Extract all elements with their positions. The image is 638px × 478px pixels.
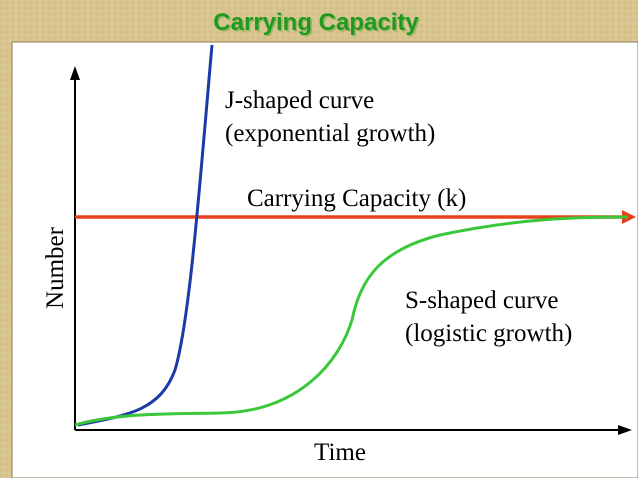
j-curve-desc: (exponential growth): [225, 120, 435, 147]
s-curve-desc: (logistic growth): [405, 320, 572, 347]
s-curve: [74, 215, 629, 427]
j-curve: [77, 44, 214, 427]
title-shadow: Carrying Capacity: [215, 11, 421, 38]
x-axis-label: Time: [314, 439, 366, 466]
title: Carrying Capacity: [213, 9, 419, 36]
j-curve-label: J-shaped curve: [225, 87, 374, 114]
y-arrow: [70, 66, 80, 80]
capacity-label: Carrying Capacity (k): [247, 185, 466, 212]
capacity-arrow: [622, 210, 636, 224]
axes: [74, 76, 622, 431]
panel: [11, 41, 638, 478]
s-curve-label: S-shaped curve: [405, 287, 558, 314]
y-axis-label: Number: [42, 226, 69, 309]
x-arrow: [618, 425, 632, 435]
